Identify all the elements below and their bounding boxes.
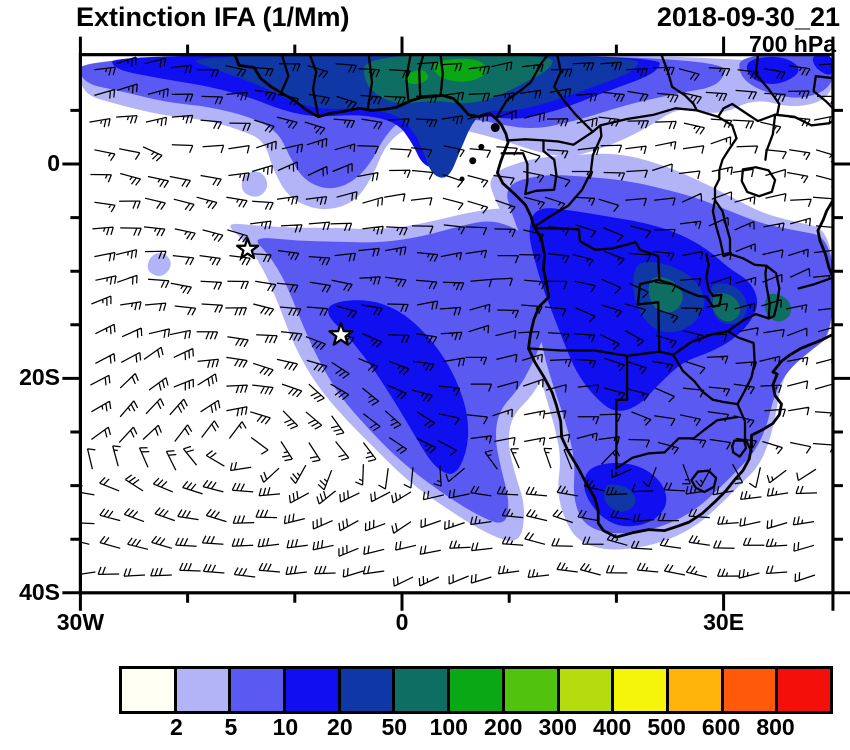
colorbar: [119, 666, 833, 714]
country-border: [812, 74, 833, 110]
country-border: [658, 330, 730, 356]
country-border: [764, 113, 777, 161]
country-border: [366, 54, 374, 111]
y-axis-label: 20S: [19, 364, 60, 391]
country-border: [690, 469, 718, 494]
country-border: [439, 54, 444, 97]
wind-barb-layer: [80, 56, 833, 587]
y-axis-label: 40S: [19, 578, 60, 605]
island-marker: [490, 123, 500, 133]
x-axis-label: 0: [395, 609, 409, 635]
country-border: [736, 402, 753, 453]
africa-coastline: [233, 54, 833, 539]
colorbar-tick-label: 300: [538, 714, 577, 740]
colorbar-cell: [559, 669, 615, 711]
country-border: [418, 54, 425, 99]
contour-region-100-200: [404, 70, 429, 84]
colorbar-tick-label: 2: [170, 714, 183, 740]
colorbar-cell: [122, 669, 177, 711]
colorbar-cell: [723, 669, 779, 711]
station-star-marker: [328, 321, 354, 346]
colorbar-cell: [340, 669, 396, 711]
country-border: [713, 124, 738, 202]
country-border: [557, 107, 734, 146]
contour-region-2-5: [147, 252, 171, 276]
country-border: [672, 353, 739, 406]
colorbar-cell: [778, 669, 830, 711]
country-border: [615, 354, 629, 470]
country-border: [500, 139, 558, 196]
page-title: Extinction IFA (1/Mm): [76, 2, 350, 32]
country-border: [728, 252, 768, 267]
country-border: [797, 276, 833, 290]
country-border: [532, 124, 603, 229]
colorbar-tick-label: 100: [429, 714, 468, 740]
country-border: [495, 54, 549, 120]
colorbar-cell: [231, 669, 287, 711]
colorbar-cell: [668, 669, 724, 711]
country-border: [717, 102, 777, 123]
country-border: [740, 166, 777, 198]
contour-region-2-5: [241, 171, 268, 197]
country-border: [731, 439, 748, 458]
colorbar-tick-label: 200: [484, 714, 523, 740]
station-star-marker: [236, 237, 260, 260]
country-border: [405, 54, 412, 102]
island-marker: [469, 157, 477, 165]
basemap-layer: [233, 54, 833, 539]
plot-frame-and-ticks: [62, 36, 850, 611]
colorbar-cell: [176, 669, 232, 711]
country-border: [726, 312, 770, 333]
valid-datetime: 2018-09-30_21: [656, 2, 840, 32]
country-border: [279, 54, 290, 95]
colorbar-tick-label: 20: [327, 714, 353, 740]
colorbar-cell: [504, 669, 560, 711]
colorbar-cell: [614, 669, 669, 711]
y-axis-label: 0: [47, 150, 60, 176]
colorbar-tick-label: 500: [647, 714, 686, 740]
colorbar-cell: [450, 669, 505, 711]
country-border: [773, 113, 833, 127]
colorbar-tick-label: 800: [756, 714, 795, 740]
pressure-level: 700 hPa: [749, 31, 836, 57]
colorbar-tick-label: 5: [224, 714, 238, 740]
colorbar-cell: [286, 669, 341, 711]
axis-ticks: [62, 36, 850, 611]
wind-barbs: [80, 56, 833, 587]
country-border: [535, 227, 661, 306]
colorbar-cell: [395, 669, 451, 711]
colorbar-tick-label: 50: [381, 714, 408, 740]
country-border: [615, 415, 739, 470]
country-border: [308, 54, 320, 118]
east-africa-coastline: [816, 199, 833, 279]
country-border: [506, 138, 560, 143]
island-marker: [478, 143, 485, 150]
country-border: [527, 301, 661, 358]
colorbar-tick-label: 10: [272, 714, 299, 740]
colorbar-tick-label: 600: [701, 714, 741, 740]
x-axis-label: 30E: [703, 609, 745, 635]
colorbar-tick-label: 400: [592, 714, 632, 740]
country-border: [711, 199, 732, 258]
country-border: [764, 264, 781, 320]
country-border: [660, 54, 698, 112]
x-axis-label: 30W: [56, 609, 105, 635]
